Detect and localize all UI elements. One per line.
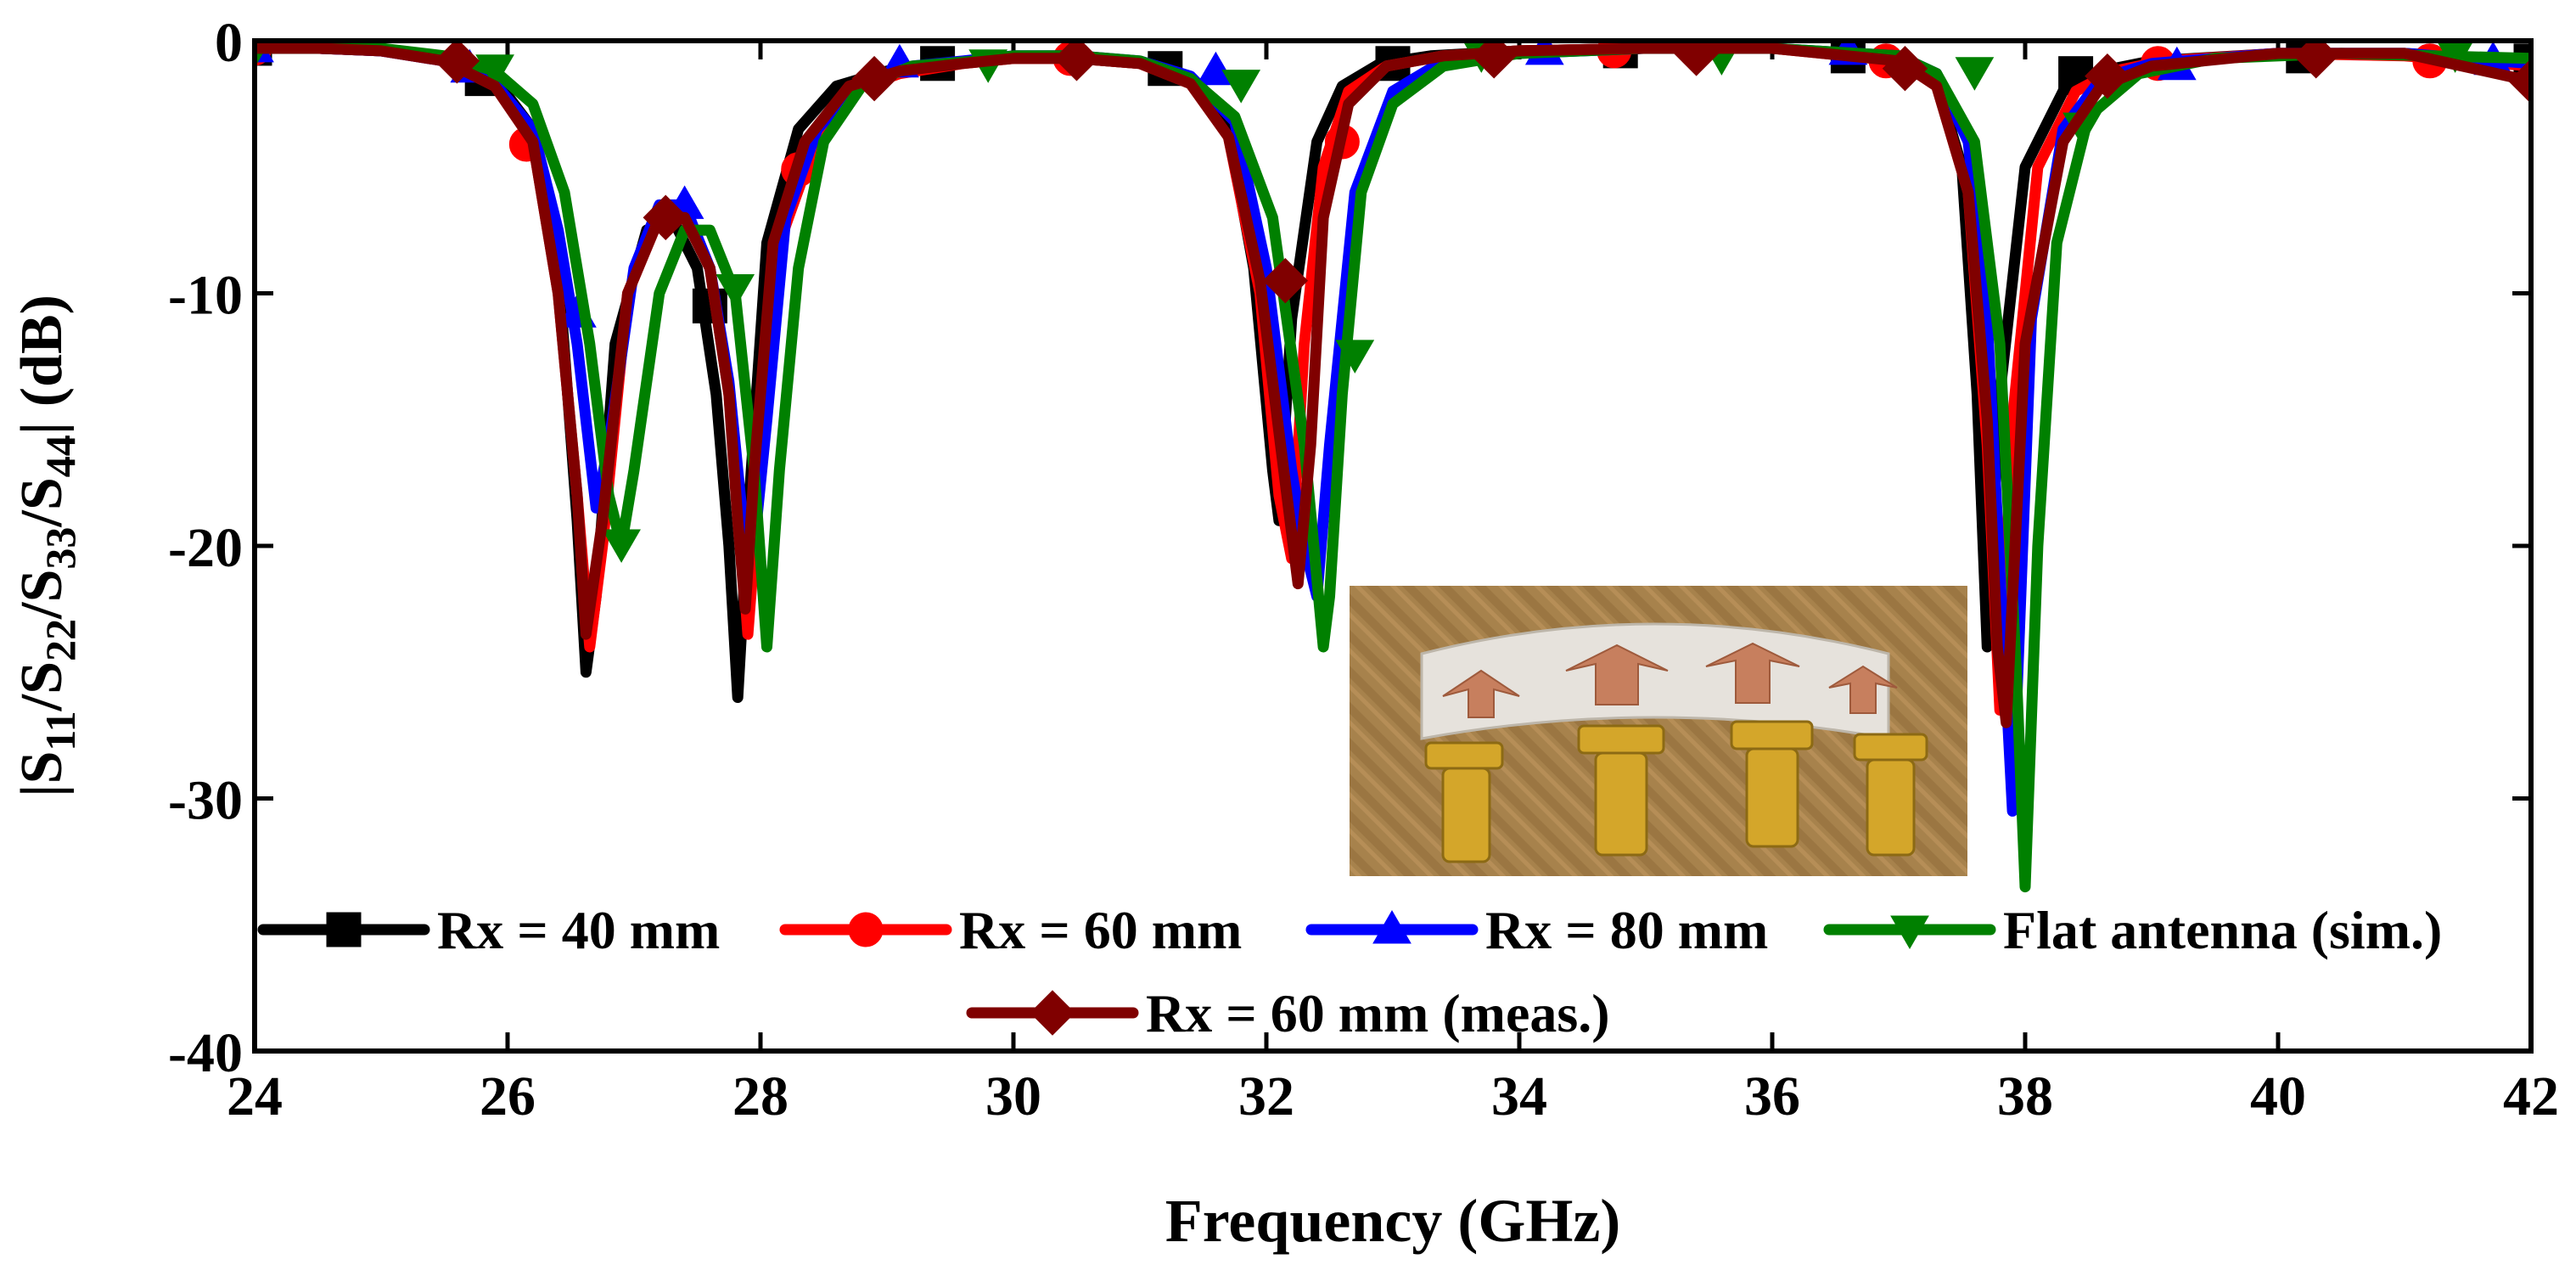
series-point [643,194,688,240]
x-tick-label: 34 [1491,1065,1547,1127]
legend: Rx = 40 mm Rx = 60 mm Rx = 80 mm Flat anten… [257,900,2442,1043]
x-tick-label: 26 [480,1065,536,1127]
series-point [1955,57,1995,91]
x-tick-label: 36 [1744,1065,1800,1127]
y-axis-label: |S11/S22/S33/S44| (dB) [9,295,84,797]
x-tick-label: 24 [227,1065,283,1127]
inset-photo [1350,586,1967,876]
series-point [2293,41,2339,79]
y-label-text: /S [9,477,75,527]
x-tick-label: 32 [1238,1065,1294,1127]
legend-label: Rx = 60 mm [959,900,1242,960]
legend-label: Rx = 80 mm [1485,900,1768,960]
legend-item: Rx = 60 mm (meas.) [966,983,1610,1043]
legend-item: Rx = 60 mm [779,900,1242,960]
series-layer [255,41,2531,893]
series-point [1053,41,1100,82]
legend-item: Flat antenna (sim.) [1823,900,2442,960]
x-tick-label: 42 [2503,1065,2559,1127]
y-tick-label: 0 [215,12,243,74]
series-point [2508,58,2531,104]
y-tick-label: -10 [168,265,243,327]
legend-marker [1890,915,1929,949]
legend-marker [848,912,884,947]
y-label-subscript: 33 [36,527,84,570]
x-tick-label: 38 [1997,1065,2053,1127]
y-label-text: | (dB) [9,295,75,435]
series-point [434,41,480,84]
series-5 [255,41,2531,728]
x-tick-label: 28 [732,1065,789,1127]
series-point [1196,51,1236,86]
y-label-subscript: 44 [36,435,84,477]
x-axis-label: Frequency (GHz) [1165,1187,1621,1255]
series-line [255,42,2531,728]
series-point [1471,41,1517,79]
series-point [851,55,897,102]
y-label-text: /S [9,661,75,711]
series-point [602,529,641,564]
series-point [475,54,514,88]
series-point [1882,46,1928,92]
legend-marker [1372,910,1411,944]
legend-label: Flat antenna (sim.) [2003,900,2442,960]
y-label-text: /S [9,570,75,620]
series-point [2436,41,2474,73]
y-label-subscript: 11 [36,711,84,750]
legend-marker [1030,990,1075,1036]
antenna-elements [1442,642,1898,718]
y-tick-label: -20 [168,517,243,579]
axis-ticks: 24 26 28 30 32 34 36 38 40 42 0 -10 -20 -30 -40 [168,12,2559,1127]
plot-frame [252,38,2534,1054]
series-point [2085,53,2130,99]
series-point [1673,41,1720,76]
series-point [1221,70,1261,104]
legend-label: Rx = 60 mm (meas.) [1146,983,1610,1043]
y-tick-label: -30 [168,770,243,832]
y-tick-label: -40 [168,1022,243,1084]
series-point [1262,257,1309,304]
x-tick-label: 40 [2250,1065,2306,1127]
legend-item: Rx = 80 mm [1305,900,1768,960]
legend-item: Rx = 40 mm [257,900,720,960]
sma-connectors [1424,720,1928,863]
y-label-text: |S [9,751,75,797]
legend-marker [326,912,362,947]
series-point [716,274,755,308]
y-label-subscript: 22 [36,619,84,661]
series-point [1335,340,1375,374]
legend-label: Rx = 40 mm [437,900,720,960]
x-tick-label: 30 [985,1065,1041,1127]
